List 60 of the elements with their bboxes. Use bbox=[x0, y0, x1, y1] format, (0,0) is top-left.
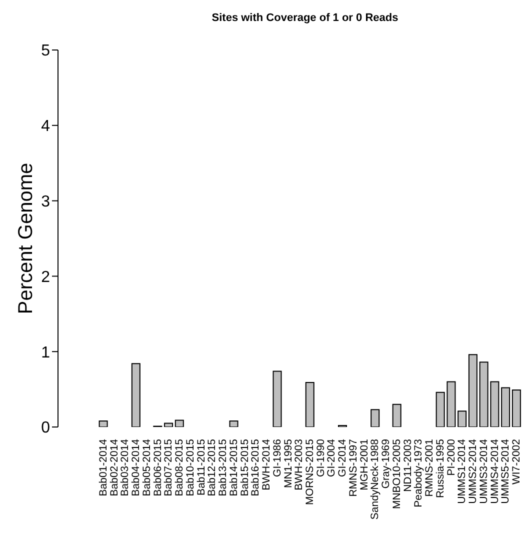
bar bbox=[174, 420, 184, 427]
x-tick-label: Bab03-2014 bbox=[119, 438, 132, 496]
x-tick-label: Bab02-2014 bbox=[108, 438, 120, 496]
x-tick-label: UMMS2-2014 bbox=[467, 438, 480, 504]
x-tick-label: Bab05-2014 bbox=[140, 438, 153, 496]
x-tick-label: UMMS5-2014 bbox=[500, 438, 512, 504]
y-tick-label: 0 bbox=[41, 420, 50, 437]
x-tick-label: Bab08-2015 bbox=[174, 438, 186, 496]
y-tick-label: 5 bbox=[41, 42, 50, 60]
x-tick-label: BWH-2003 bbox=[293, 438, 306, 490]
y-tick-label: 4 bbox=[41, 118, 50, 136]
bar bbox=[305, 382, 314, 427]
bar bbox=[501, 387, 510, 427]
x-tick-label: Bab04-2014 bbox=[130, 438, 142, 496]
x-tick-label: PI-2000 bbox=[445, 438, 458, 476]
x-tick-label: SandyNeck-1988 bbox=[369, 438, 382, 520]
x-tick-label: Bab12-2015 bbox=[206, 438, 218, 496]
x-tick-label: BWH-2014 bbox=[260, 438, 273, 490]
bar bbox=[98, 420, 108, 427]
x-tick-label: Bab07-2015 bbox=[162, 438, 175, 496]
x-tick-label: MORNS-2015 bbox=[304, 438, 316, 505]
bar bbox=[164, 422, 174, 427]
bar bbox=[512, 390, 521, 427]
x-tick-label: Bab06-2015 bbox=[152, 438, 164, 496]
y-tick-label: 2 bbox=[41, 268, 50, 286]
x-tick-label: GI-2004 bbox=[326, 438, 338, 477]
x-tick-label: Bab01-2014 bbox=[97, 438, 110, 496]
x-tick-label: Bab13-2015 bbox=[217, 438, 230, 496]
x-tick-label: Peabody-1973 bbox=[412, 438, 425, 508]
y-axis-title: Percent Genome bbox=[15, 162, 38, 314]
x-tick-label: UMMS3-2014 bbox=[478, 438, 490, 504]
x-tick-label: GI-2014 bbox=[336, 438, 349, 477]
bar bbox=[370, 409, 380, 427]
x-tick-label: Gray-1969 bbox=[380, 438, 392, 489]
x-tick-label: ND11-2003 bbox=[402, 438, 414, 492]
bar bbox=[229, 420, 238, 427]
chart-title: Sites with Coverage of 1 or 0 Reads bbox=[210, 12, 400, 24]
bar bbox=[458, 410, 467, 427]
y-tick-label: 3 bbox=[41, 193, 50, 210]
x-tick-label: Bab11-2015 bbox=[195, 438, 208, 496]
x-tick-label: Russia-1995 bbox=[434, 438, 446, 498]
x-tick-label: UMMS4-2014 bbox=[488, 438, 501, 504]
x-tick-label: RMNS-1997 bbox=[347, 438, 360, 497]
x-tick-label: WI7-2002 bbox=[510, 438, 522, 485]
x-tick-label: GI-1990 bbox=[314, 438, 327, 477]
x-tick-label: Bab14-2015 bbox=[228, 438, 240, 496]
bar bbox=[392, 404, 402, 427]
x-tick-label: MGH-2001 bbox=[358, 438, 370, 490]
x-tick-label: MN1-1995 bbox=[282, 438, 294, 488]
bar bbox=[468, 354, 478, 427]
x-tick-label: Bab15-2015 bbox=[238, 438, 251, 496]
x-tick-label: Bab10-2015 bbox=[184, 438, 196, 496]
x-tick-label: UMMS1-2014 bbox=[456, 438, 468, 504]
y-tick-label: 1 bbox=[41, 344, 50, 362]
x-tick-label: MNBO10-2005 bbox=[390, 438, 403, 510]
x-tick-label: RMNS-2001 bbox=[424, 438, 436, 497]
x-tick-label: Bab16-2015 bbox=[250, 438, 262, 496]
x-tick-label: GI-1986 bbox=[271, 438, 284, 477]
bar bbox=[272, 370, 282, 427]
bar bbox=[131, 363, 140, 427]
